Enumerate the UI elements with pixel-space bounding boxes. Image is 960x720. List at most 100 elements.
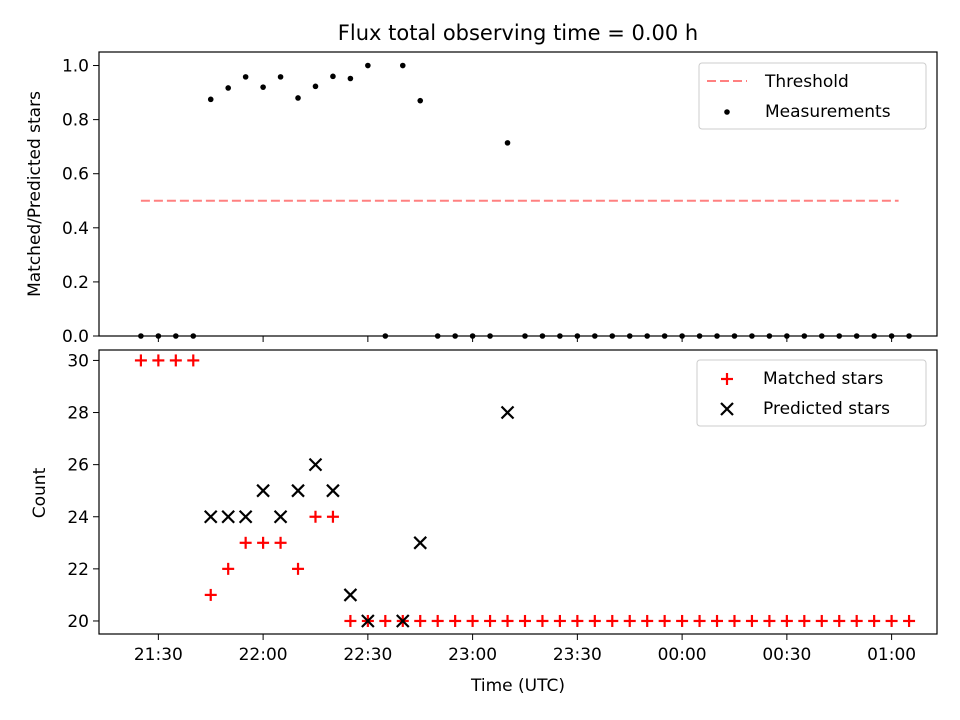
y-tick-label: 0.6 [62, 165, 89, 185]
matched-point [571, 614, 584, 627]
x-tick-label: 22:00 [239, 645, 288, 665]
measurement-point [382, 333, 389, 339]
matched-point [152, 354, 165, 367]
count-plot-area [98, 349, 938, 635]
cross-b [238, 509, 253, 524]
predicted-point [273, 509, 288, 524]
cross-b [221, 509, 235, 524]
measurement-point [679, 333, 685, 339]
matched-point [204, 588, 217, 601]
matched-point [292, 562, 305, 575]
cross-b [343, 588, 358, 602]
legend-predicted-swatch [720, 402, 734, 416]
y-tick-label: 20 [67, 612, 89, 632]
cross-b [413, 536, 428, 550]
matched-point [484, 614, 497, 627]
matched-point [344, 614, 357, 627]
chart-title: Flux total observing time = 0.00 h [338, 21, 698, 45]
predicted-point [395, 614, 410, 628]
measurement-point [853, 333, 860, 339]
x-tick-label: 23:30 [553, 645, 602, 665]
legend-matched-label: Matched stars [763, 369, 883, 389]
measurement-point [295, 95, 301, 101]
cross-b [500, 405, 515, 420]
matched-point [501, 614, 514, 627]
matched-point [379, 614, 392, 627]
matched-point [728, 614, 741, 627]
cross-b [361, 614, 375, 628]
x-tick-label: 00:30 [762, 645, 811, 665]
predicted-point [413, 536, 428, 550]
y-tick-label: 1.0 [62, 57, 89, 77]
matched-point [606, 614, 619, 627]
measurement-point [312, 83, 319, 90]
matched-point [134, 354, 147, 367]
matched-point [518, 614, 531, 627]
predicted-point [221, 509, 235, 524]
measurement-point [242, 74, 249, 80]
matched-point [850, 614, 863, 627]
matched-point [815, 614, 828, 627]
predicted-point [326, 483, 340, 498]
predicted-point [291, 483, 305, 498]
matched-point [274, 536, 287, 549]
matched-point [326, 510, 339, 523]
matched-point [833, 614, 846, 627]
measurement-point [626, 333, 633, 339]
cross-b [326, 483, 340, 498]
measurement-point [731, 333, 738, 339]
measurement-point [155, 333, 162, 339]
matched-point [309, 510, 322, 523]
x-tick-label: 22:30 [343, 645, 392, 665]
legend-predicted-marker [720, 402, 734, 416]
matched-point [780, 614, 793, 627]
measurement-point [557, 333, 563, 339]
count-legend-box [696, 359, 927, 427]
matched-point [431, 614, 444, 627]
matched-point [257, 536, 270, 549]
measurement-point [574, 333, 581, 339]
measurement-point [522, 333, 528, 339]
measurement-point [836, 333, 843, 339]
measurement-point [138, 333, 144, 339]
measurement-point [365, 62, 371, 69]
x-tick-label: 01:00 [867, 645, 916, 665]
measurement-point [190, 333, 197, 339]
y-tick-label: 24 [67, 508, 89, 528]
measurement-point [539, 333, 546, 339]
y-tick-label: 0.4 [62, 219, 89, 239]
measurement-point [644, 333, 650, 339]
ratio-legend: Threshold Measurements [698, 62, 927, 130]
matched-point [553, 614, 566, 627]
measurement-point [818, 333, 825, 339]
y-tick-label: 30 [67, 351, 89, 371]
measurement-points [138, 62, 912, 339]
y-tick-label: 26 [67, 456, 89, 476]
measurement-point [225, 85, 231, 91]
measurement-point [784, 333, 790, 339]
x-axis-label: Time (UTC) [470, 676, 565, 696]
predicted-point [308, 457, 323, 472]
matched-point [658, 614, 671, 627]
matched-point [693, 614, 706, 627]
measurement-point [906, 333, 912, 339]
measurement-point [871, 333, 877, 339]
measurement-point [469, 333, 476, 339]
matched-point [239, 536, 252, 549]
cross-b [308, 457, 323, 472]
measurement-point [888, 333, 895, 339]
predicted-point [238, 509, 253, 524]
ratio-y-ticks: 0.0 0.2 0.4 0.6 0.8 1.0 [62, 57, 99, 347]
predicted-point [361, 614, 375, 628]
y-tick-label: 28 [67, 404, 89, 424]
measurement-point [277, 74, 284, 80]
matched-point [711, 614, 724, 627]
predicted-point [500, 405, 515, 420]
measurement-point [714, 333, 720, 339]
matched-point [466, 614, 479, 627]
measurement-point [766, 333, 773, 339]
matched-point [641, 614, 654, 627]
matched-point [763, 614, 776, 627]
